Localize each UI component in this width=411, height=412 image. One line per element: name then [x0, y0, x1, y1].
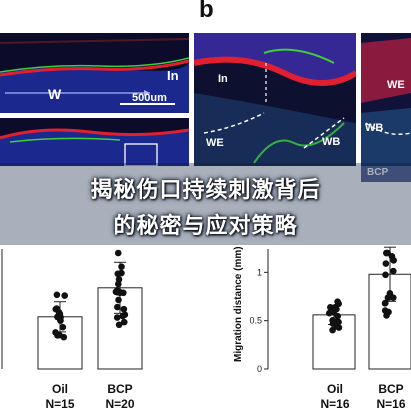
micrograph-middle-image	[194, 33, 356, 166]
data-point	[53, 305, 60, 312]
micrograph-left-bottom-image	[0, 118, 189, 166]
label-wb-mid: WB	[322, 136, 341, 148]
cat-bcp-left: BCP N=20	[95, 382, 145, 412]
data-point	[385, 308, 392, 316]
data-point	[390, 257, 397, 264]
bcp-tag-label: BCP	[367, 167, 389, 178]
data-point	[329, 326, 336, 334]
data-point	[383, 249, 390, 257]
label-in: In	[167, 68, 179, 83]
data-point	[118, 269, 125, 277]
y-tick-label: 0.5	[249, 316, 262, 326]
chart-right: 00.51	[249, 246, 411, 374]
cat-oil-right-n: N=16	[320, 397, 350, 411]
scalebar-label: 500um	[132, 92, 167, 104]
data-point	[382, 260, 390, 267]
micrograph-left-top: W In 500um	[0, 33, 189, 113]
data-point	[56, 331, 63, 339]
data-point	[334, 312, 342, 320]
label-in-mid: In	[218, 73, 228, 85]
cat-oil-right-name: Oil	[326, 382, 343, 396]
micrograph-left-top-image	[0, 33, 189, 113]
label-w: W	[48, 86, 62, 102]
panel-letter-b: b	[199, 0, 214, 23]
data-point	[333, 323, 341, 330]
data-point	[114, 303, 121, 311]
data-point	[381, 300, 389, 307]
data-point	[120, 318, 128, 326]
data-point	[116, 288, 123, 296]
data-point	[114, 249, 122, 257]
data-point	[115, 296, 122, 304]
y-tick-label: 1	[257, 267, 262, 277]
data-point	[390, 267, 397, 275]
chart-left	[1, 249, 143, 370]
label-we-mid: WE	[206, 137, 224, 149]
label-we-right: WE	[387, 79, 405, 91]
overlay-title-line2: 的秘密与应对策略	[113, 214, 298, 239]
data-point	[115, 321, 123, 329]
data-point	[118, 263, 125, 270]
data-point	[53, 291, 61, 299]
data-point	[334, 298, 341, 305]
title-banner	[0, 163, 411, 245]
bcp-tag: BCP	[361, 166, 411, 182]
cat-bcp-left-name: BCP	[107, 382, 133, 396]
cat-bcp-right-name: BCP	[378, 382, 404, 396]
data-point	[113, 314, 121, 321]
micrograph-middle: In WE WB	[194, 33, 356, 166]
cat-oil-left-n: N=15	[45, 397, 75, 411]
overlay-title-line1: 揭秘伤口持续刺激背后	[90, 178, 321, 203]
cat-bcp-right: BCP N=16	[368, 382, 411, 412]
data-point	[384, 294, 392, 301]
micrograph-right-image	[361, 33, 411, 166]
cat-oil-right: Oil N=16	[312, 382, 358, 412]
data-point	[115, 276, 123, 283]
label-wb-right: WB	[365, 122, 384, 134]
data-point	[61, 292, 68, 299]
cat-bcp-left-n: N=20	[105, 397, 135, 411]
data-point	[59, 323, 67, 331]
data-point	[57, 317, 64, 324]
data-point	[382, 271, 389, 279]
data-point	[327, 304, 334, 311]
data-point	[120, 305, 128, 313]
cat-oil-left: Oil N=15	[37, 382, 83, 412]
y-tick-label: 0	[257, 364, 262, 374]
micrograph-right: WE WB BCP	[361, 33, 411, 166]
micrograph-left-bottom	[0, 118, 189, 166]
cat-bcp-right-n: N=16	[376, 397, 406, 411]
data-point	[56, 310, 64, 318]
cat-oil-left-name: Oil	[51, 382, 68, 396]
data-point	[330, 308, 337, 316]
data-point	[119, 312, 127, 320]
